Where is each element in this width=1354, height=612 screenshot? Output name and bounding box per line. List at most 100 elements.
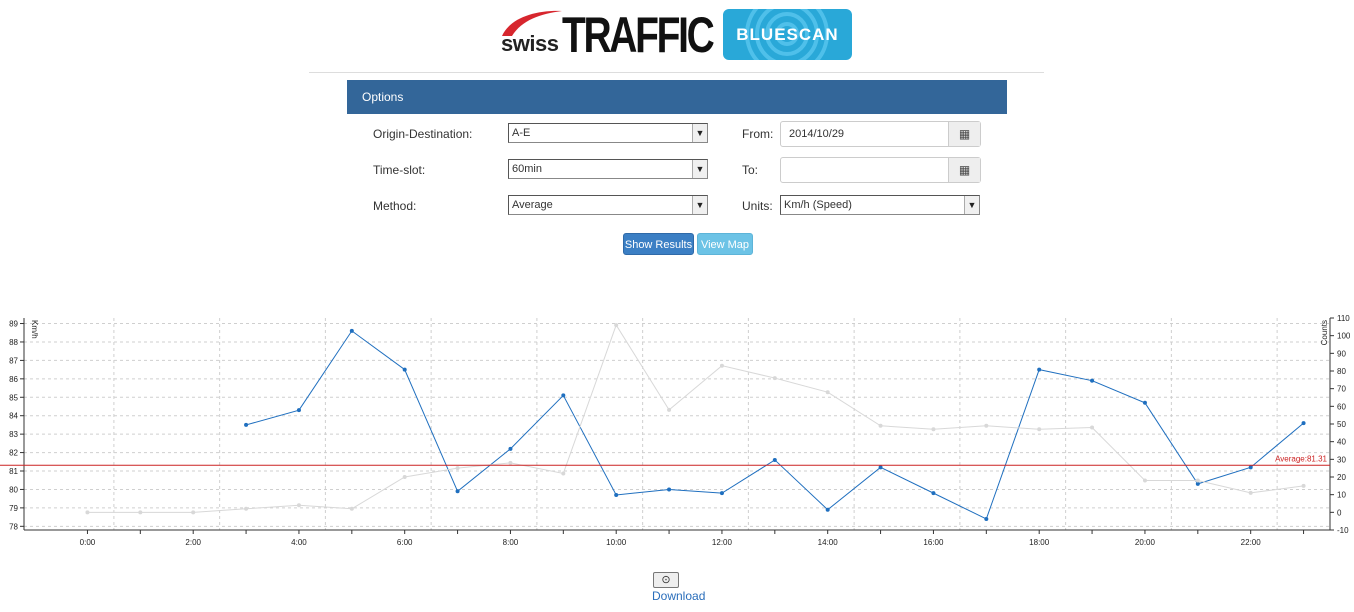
speed-point — [1037, 367, 1042, 372]
y2-tick-label: 30 — [1337, 455, 1346, 464]
y-tick-label: 83 — [9, 430, 18, 439]
chevron-down-icon: ▼ — [692, 196, 707, 214]
origin-destination-value: A-E — [512, 127, 531, 139]
speed-point — [1142, 400, 1147, 405]
speed-series-line — [245, 330, 1304, 520]
y-tick-label: 85 — [9, 393, 18, 402]
speed-point — [244, 422, 249, 427]
speed-point — [1195, 481, 1200, 486]
counts-point — [508, 460, 513, 465]
options-panel-header: Options — [347, 80, 1007, 114]
x-tick-label: 2:00 — [185, 538, 201, 547]
speed-point — [296, 408, 301, 413]
counts-point — [1037, 427, 1042, 432]
counts-point — [296, 503, 301, 508]
speed-counts-chart: 0:00 2:00 4:00 6:00 8:00 10:00 12:00 14:00 16:00… — [0, 314, 1351, 547]
speed-point — [455, 489, 460, 494]
speed-point — [1090, 378, 1095, 383]
y2-tick-label: 40 — [1337, 438, 1346, 447]
counts-point — [244, 506, 249, 511]
counts-point — [561, 471, 566, 476]
speed-point — [349, 328, 354, 333]
swisstraffic-logo: swiss TRAFFIC — [500, 7, 715, 63]
counts-point — [931, 427, 936, 432]
download-link[interactable]: Download — [652, 589, 706, 603]
time-slot-label: Time-slot: — [373, 163, 426, 177]
y-tick-label: 87 — [9, 356, 18, 365]
time-slot-value: 60min — [512, 163, 542, 175]
speed-point — [508, 446, 513, 451]
y2-axis-title: Counts — [1320, 320, 1329, 345]
y2-tick-label: 10 — [1337, 491, 1346, 500]
x-tick-label: 6:00 — [397, 538, 413, 547]
header-divider — [309, 72, 1044, 73]
y2-tick-label: 100 — [1337, 332, 1351, 341]
counts-point — [1142, 478, 1147, 483]
counts-point — [191, 510, 196, 515]
to-label: To: — [742, 163, 759, 177]
counts-point — [349, 506, 354, 511]
counts-point — [984, 423, 989, 428]
x-tick-label: 8:00 — [503, 538, 519, 547]
speed-point — [1301, 421, 1306, 426]
speed-point — [772, 457, 777, 462]
bluescan-logo: BLUESCAN — [723, 9, 852, 60]
calendar-icon[interactable]: ▦ — [948, 122, 980, 146]
counts-point — [772, 376, 777, 381]
speed-point — [561, 393, 566, 398]
from-date-field[interactable]: 2014/10/29 ▦ — [780, 121, 981, 147]
y-tick-label: 84 — [9, 412, 18, 421]
y2-tick-label: 60 — [1337, 402, 1346, 411]
show-results-button[interactable]: Show Results — [623, 233, 694, 255]
logo-swoosh-icon — [502, 10, 562, 36]
chevron-down-icon: ▼ — [692, 124, 707, 142]
y2-tick-label: 80 — [1337, 367, 1346, 376]
counts-point — [667, 407, 672, 412]
counts-point — [825, 390, 830, 395]
speed-point — [984, 516, 989, 521]
origin-destination-select[interactable]: A-E ▼ — [508, 123, 708, 143]
speed-point — [1248, 465, 1253, 470]
speed-point — [667, 487, 672, 492]
counts-point — [1195, 478, 1200, 483]
logo-waves-icon — [745, 9, 829, 60]
origin-destination-label: Origin-Destination: — [373, 127, 473, 141]
method-label: Method: — [373, 199, 417, 213]
x-tick-label: 12:00 — [712, 538, 733, 547]
from-date-value: 2014/10/29 — [789, 128, 845, 140]
method-select[interactable]: Average ▼ — [508, 195, 708, 215]
view-map-button[interactable]: View Map — [697, 233, 753, 255]
download-icon[interactable]: ⊙ — [653, 572, 679, 588]
x-tick-label: 18:00 — [1029, 538, 1050, 547]
counts-series-line — [87, 323, 1304, 513]
chevron-down-icon: ▼ — [692, 160, 707, 178]
y-tick-label: 79 — [9, 504, 18, 513]
speed-point — [719, 491, 724, 496]
counts-point — [85, 510, 90, 515]
y2-tick-label: 50 — [1337, 420, 1346, 429]
y-tick-label: 78 — [9, 522, 18, 531]
to-date-field[interactable]: ▦ — [780, 157, 981, 183]
y-tick-label: 81 — [9, 467, 18, 476]
x-tick-label: 14:00 — [818, 538, 839, 547]
swisstraffic-bluescan-logo: swiss TRAFFIC BLUESCAN — [500, 7, 852, 63]
average-label: Average:81.31 — [1275, 454, 1327, 463]
y2-tick-label: 70 — [1337, 385, 1346, 394]
x-tick-label: 22:00 — [1241, 538, 1262, 547]
time-slot-select[interactable]: 60min ▼ — [508, 159, 708, 179]
counts-point — [402, 475, 407, 479]
units-value: Km/h (Speed) — [784, 199, 852, 211]
y-tick-label: 89 — [9, 320, 18, 329]
speed-point — [402, 367, 407, 372]
y-tick-label: 80 — [9, 485, 18, 494]
counts-point — [1301, 483, 1306, 488]
counts-point — [878, 423, 883, 428]
logo-traffic-text: TRAFFIC — [562, 7, 715, 63]
counts-point — [455, 466, 460, 471]
y2-tick-label: 90 — [1337, 349, 1346, 358]
units-select[interactable]: Km/h (Speed) ▼ — [780, 195, 980, 215]
calendar-icon[interactable]: ▦ — [948, 158, 980, 182]
y2-tick-label: -10 — [1337, 526, 1349, 535]
method-value: Average — [512, 199, 553, 211]
y-tick-label: 82 — [9, 449, 18, 458]
